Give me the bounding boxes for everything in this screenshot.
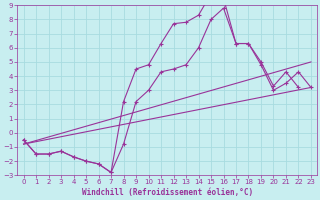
X-axis label: Windchill (Refroidissement éolien,°C): Windchill (Refroidissement éolien,°C) xyxy=(82,188,253,197)
